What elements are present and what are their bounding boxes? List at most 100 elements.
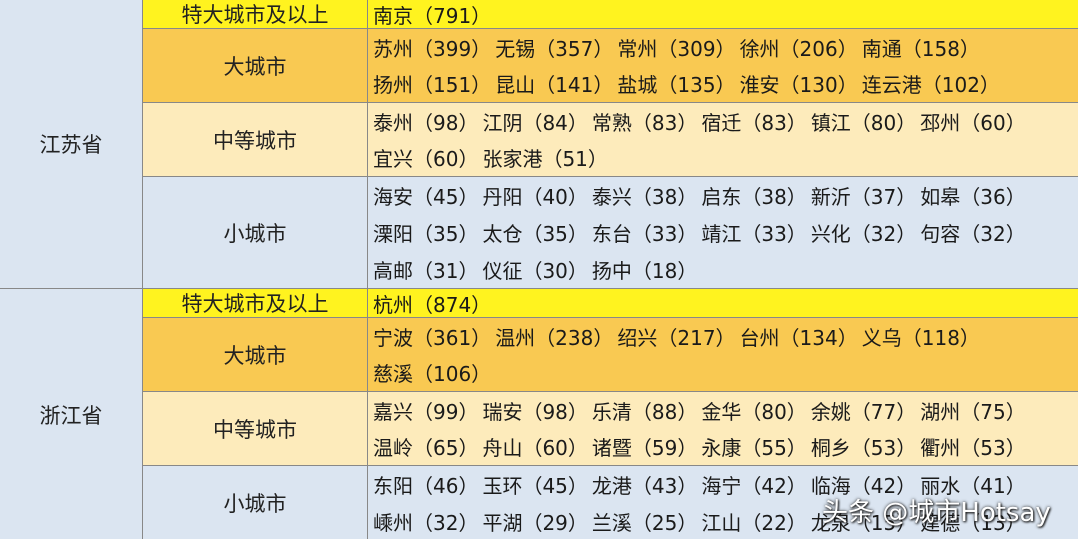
tier-list: 特大城市及以上 杭州（874） 大城市 宁波（361） 温州（238） 绍兴（217） 台州…: [143, 289, 1078, 539]
city-line: 宜兴（60） 张家港（51）: [373, 140, 1078, 177]
city-entry: 嵊州（32）: [373, 511, 479, 535]
city-entry: 昆山（141）: [495, 73, 614, 98]
city-entry: 义乌（118）: [861, 325, 980, 350]
city-cell: 苏州（399） 无锡（357） 常州（309） 徐州（206） 南通（158） 扬州（15…: [368, 29, 1078, 102]
province-block: 江苏省 特大城市及以上 南京（791） 大城市 苏州（399） 无锡（357） 常州（309…: [0, 0, 1078, 289]
city-line: 杭州（874）: [373, 289, 1078, 318]
city-entry: 兰溪（25）: [591, 511, 698, 535]
city-line: 温岭（65） 舟山（60） 诸暨（59） 永康（55） 桐乡（53） 衢州（53）: [373, 429, 1078, 466]
tier-row: 小城市 海安（45） 丹阳（40） 泰兴（38） 启东（38） 新沂（37） 如皋（36）溧…: [143, 177, 1078, 288]
city-cell: 泰州（98） 江阴（84） 常熟（83） 宿迁（83） 镇江（80） 邳州（60） 宜兴（6…: [368, 103, 1078, 176]
city-entry: 泰州（98）: [373, 110, 479, 135]
city-entry: 台州（134）: [739, 325, 858, 350]
tier-row: 大城市 苏州（399） 无锡（357） 常州（309） 徐州（206） 南通（158） 扬州…: [143, 29, 1078, 103]
city-entry: 衢州（53）: [920, 436, 1026, 461]
city-line: 宁波（361） 温州（238） 绍兴（217） 台州（134） 义乌（118）: [373, 318, 1078, 355]
city-entry: 仪征（30）: [482, 259, 588, 283]
city-cell: 东阳（46） 玉环（45） 龙港（43） 海宁（42） 临海（42） 丽水（41） 嵊州（3…: [368, 466, 1078, 539]
city-entry: 太仓（35）: [482, 222, 588, 246]
city-entry: 靖江（33）: [701, 222, 807, 246]
city-line: 慈溪（106）: [373, 355, 1078, 392]
tier-row: 特大城市及以上 杭州（874）: [143, 289, 1078, 318]
city-entry: 徐州（206）: [739, 36, 858, 61]
city-cell: 南京（791）: [368, 0, 1078, 28]
city-line: 高邮（31） 仪征（30） 扬中（18）: [373, 251, 1078, 288]
city-entry: 镇江（80）: [810, 110, 917, 135]
city-entry: 玉环（45）: [482, 474, 588, 498]
city-entry: 余姚（77）: [810, 399, 917, 424]
city-cell: 宁波（361） 温州（238） 绍兴（217） 台州（134） 义乌（118） 慈溪（10…: [368, 318, 1078, 391]
city-entry: 无锡（357）: [495, 36, 614, 61]
city-entry: 乐清（88）: [591, 399, 698, 424]
city-entry: 诸暨（59）: [591, 436, 698, 461]
city-entry: 江阴（84）: [482, 110, 588, 135]
city-entry: 启东（38）: [701, 185, 807, 209]
city-entry: 海安（45）: [373, 185, 479, 209]
city-line: 扬州（151） 昆山（141） 盐城（135） 淮安（130） 连云港（102）: [373, 66, 1078, 103]
city-line: 东阳（46） 玉环（45） 龙港（43） 海宁（42） 临海（42） 丽水（41）: [373, 466, 1078, 503]
city-line: 泰州（98） 江阴（84） 常熟（83） 宿迁（83） 镇江（80） 邳州（60）: [373, 103, 1078, 140]
city-entry: 丽水（41）: [920, 474, 1026, 498]
city-cell: 嘉兴（99） 瑞安（98） 乐清（88） 金华（80） 余姚（77） 湖州（75） 温岭（6…: [368, 392, 1078, 465]
city-entry: 盐城（135）: [617, 73, 736, 98]
city-entry: 常熟（83）: [591, 110, 698, 135]
city-entry: 东台（33）: [591, 222, 698, 246]
city-entry: 苏州（399）: [373, 36, 492, 61]
city-entry: 金华（80）: [701, 399, 807, 424]
city-entry: 扬州（151）: [373, 73, 492, 98]
city-entry: 句容（32）: [920, 222, 1026, 246]
tier-label: 特大城市及以上: [143, 289, 368, 317]
province-name: 浙江省: [0, 289, 143, 539]
city-entry: 连云港（102）: [861, 73, 1000, 98]
city-entry: 舟山（60）: [482, 436, 588, 461]
tier-label: 中等城市: [143, 392, 368, 465]
city-line: 嘉兴（99） 瑞安（98） 乐清（88） 金华（80） 余姚（77） 湖州（75）: [373, 392, 1078, 429]
tier-label: 小城市: [143, 466, 368, 539]
city-entry: 丹阳（40）: [482, 185, 588, 209]
tier-label: 中等城市: [143, 103, 368, 176]
tier-label: 大城市: [143, 318, 368, 391]
city-entry: 湖州（75）: [920, 399, 1026, 424]
city-entry: 泰兴（38）: [591, 185, 698, 209]
city-entry: 扬中（18）: [591, 259, 698, 283]
city-line: 南京（791）: [373, 0, 1078, 29]
city-entry: 龙港（43）: [591, 474, 698, 498]
tier-row: 小城市 东阳（46） 玉环（45） 龙港（43） 海宁（42） 临海（42） 丽水（41） 嵊…: [143, 466, 1078, 539]
city-entry: 邳州（60）: [920, 110, 1026, 135]
city-entry: 慈溪（106）: [373, 362, 492, 387]
city-entry: 如皋（36）: [920, 185, 1026, 209]
city-entry: 宜兴（60）: [373, 147, 479, 172]
city-entry: 温岭（65）: [373, 436, 479, 461]
city-entry: 高邮（31）: [373, 259, 479, 283]
watermark: 头条 @城市Hotsay: [822, 498, 1051, 528]
city-entry: 新沂（37）: [810, 185, 917, 209]
tier-row: 中等城市 泰州（98） 江阴（84） 常熟（83） 宿迁（83） 镇江（80） 邳州（60）…: [143, 103, 1078, 177]
city-entry: 常州（309）: [617, 36, 736, 61]
city-cell: 杭州（874）: [368, 289, 1078, 317]
city-entry: 桐乡（53）: [810, 436, 917, 461]
city-entry: 嘉兴（99）: [373, 399, 479, 424]
city-entry: 龙泉（15）: [810, 511, 917, 535]
city-entry: 南京（791）: [373, 3, 492, 28]
city-entry: 永康（55）: [701, 436, 807, 461]
city-line: 苏州（399） 无锡（357） 常州（309） 徐州（206） 南通（158）: [373, 29, 1078, 66]
tier-row: 中等城市 嘉兴（99） 瑞安（98） 乐清（88） 金华（80） 余姚（77） 湖州（75）…: [143, 392, 1078, 466]
city-entry: 绍兴（217）: [617, 325, 736, 350]
tier-row: 特大城市及以上 南京（791）: [143, 0, 1078, 29]
city-entry: 温州（238）: [495, 325, 614, 350]
city-entry: 东阳（46）: [373, 474, 479, 498]
city-entry: 江山（22）: [701, 511, 807, 535]
city-line: 溧阳（35） 太仓（35） 东台（33） 靖江（33） 兴化（32） 句容（32）: [373, 214, 1078, 251]
city-entry: 兴化（32）: [810, 222, 917, 246]
province-name: 江苏省: [0, 0, 143, 288]
city-entry: 张家港（51）: [482, 147, 608, 172]
city-entry: 溧阳（35）: [373, 222, 479, 246]
tier-label: 大城市: [143, 29, 368, 102]
city-entry: 临海（42）: [810, 474, 917, 498]
city-entry: 淮安（130）: [739, 73, 858, 98]
city-line: 海安（45） 丹阳（40） 泰兴（38） 启东（38） 新沂（37） 如皋（36）: [373, 177, 1078, 214]
city-entry: 南通（158）: [861, 36, 980, 61]
city-entry: 杭州（874）: [373, 292, 492, 317]
